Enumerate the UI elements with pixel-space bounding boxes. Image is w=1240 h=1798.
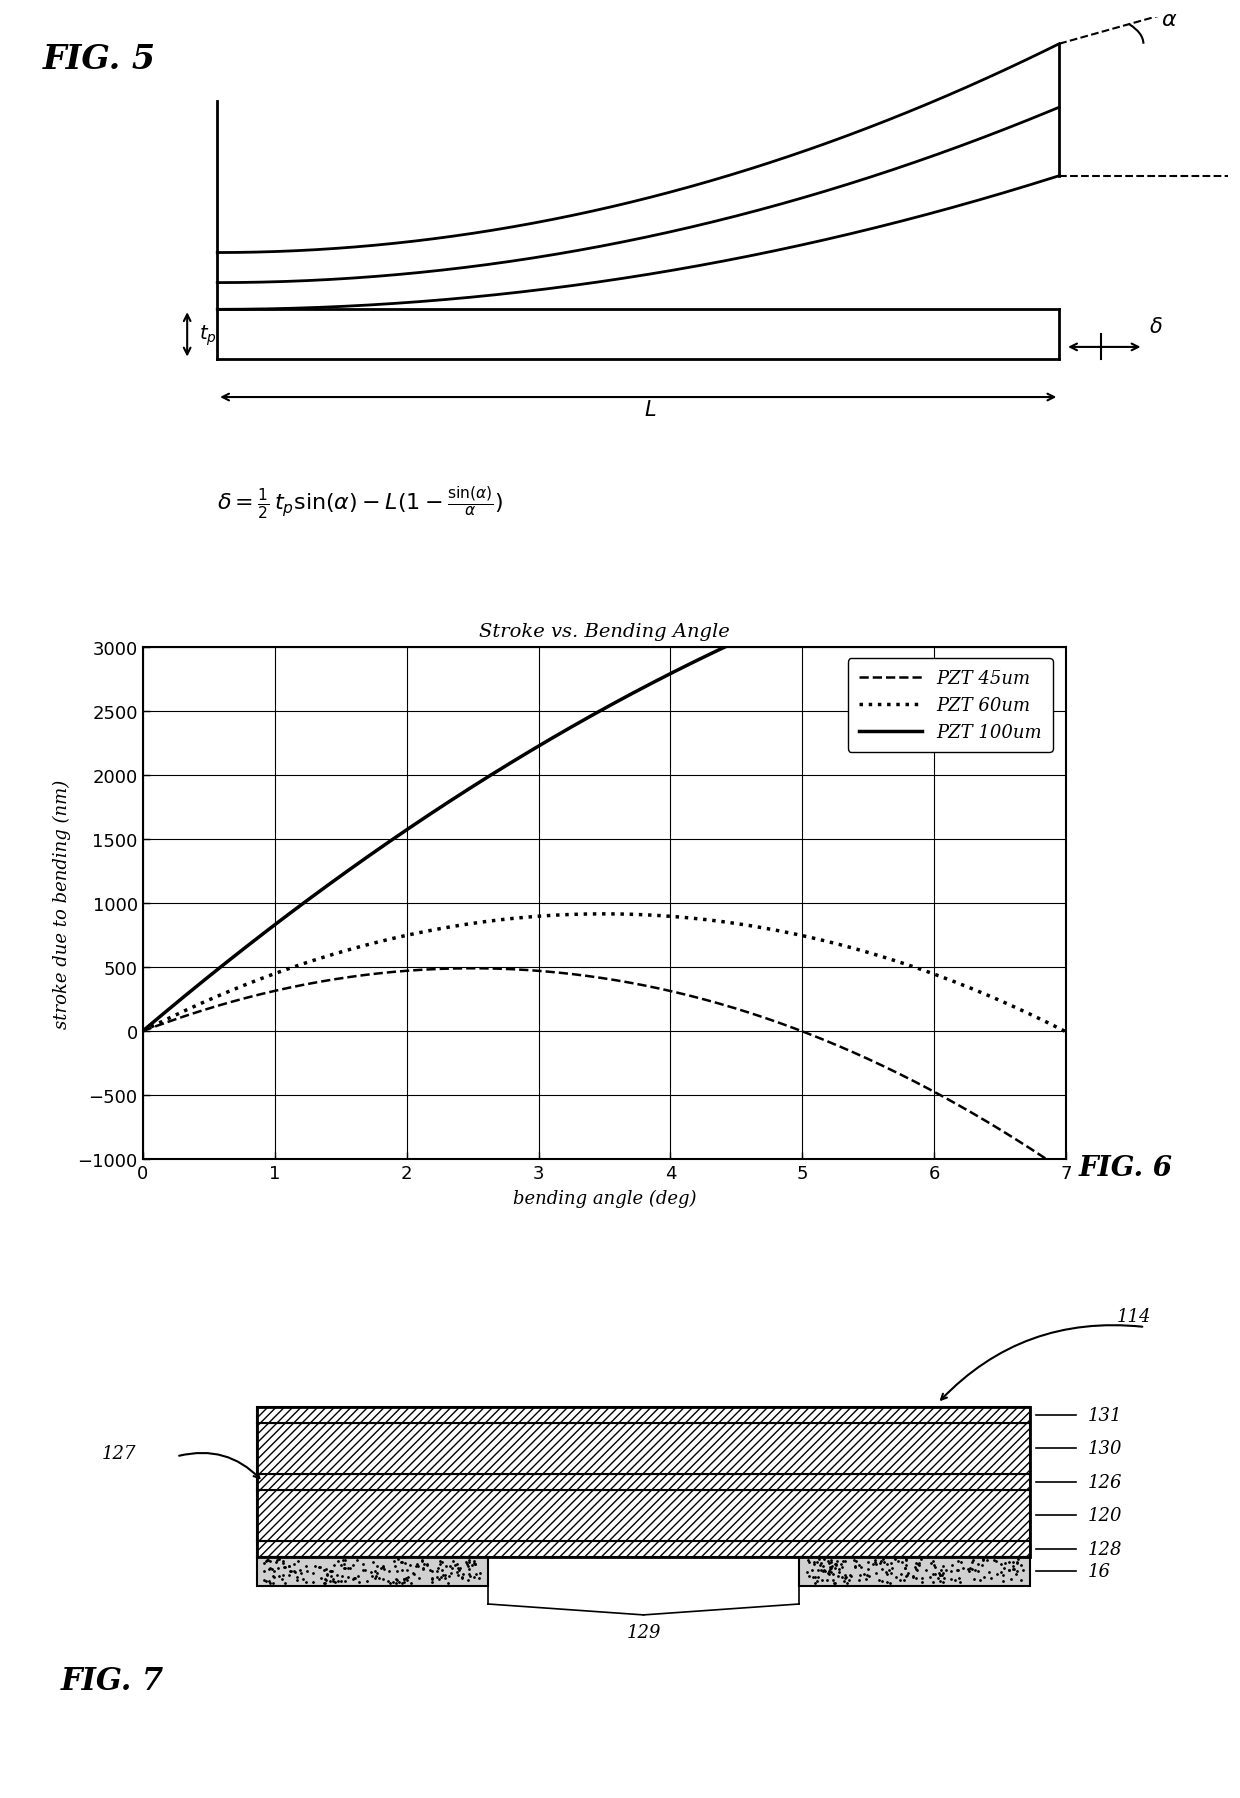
Bar <box>800 1557 1030 1586</box>
PZT 60um <box>135 1021 150 1043</box>
PZT 45um <box>582 966 596 987</box>
PZT 60um <box>637 904 652 926</box>
PZT 60um <box>579 904 594 926</box>
Text: FIG. 7: FIG. 7 <box>61 1665 165 1696</box>
PZT 60um <box>1059 1021 1074 1043</box>
PZT 100um <box>684 653 699 674</box>
PZT 60um <box>687 908 702 930</box>
PZT 60um <box>574 904 589 926</box>
Bar <box>257 1491 1030 1541</box>
Text: 131: 131 <box>1087 1406 1122 1424</box>
PZT 60um <box>596 904 611 926</box>
Line: PZT 60um: PZT 60um <box>143 915 1066 1032</box>
PZT 100um <box>1059 514 1074 536</box>
Bar <box>257 1408 1030 1424</box>
Text: 127: 127 <box>102 1444 136 1462</box>
PZT 45um <box>894 1064 909 1086</box>
PZT 100um <box>1037 520 1052 541</box>
Bar <box>257 1424 1030 1474</box>
Title: Stroke vs. Bending Angle: Stroke vs. Bending Angle <box>479 622 730 640</box>
Text: FIG. 6: FIG. 6 <box>1079 1154 1173 1181</box>
Bar <box>257 1408 1030 1557</box>
Line: PZT 100um: PZT 100um <box>143 525 1066 1032</box>
Text: 16: 16 <box>1087 1562 1111 1580</box>
Text: 120: 120 <box>1087 1507 1122 1525</box>
Text: FIG. 5: FIG. 5 <box>43 43 156 76</box>
Text: $\delta$: $\delta$ <box>1149 316 1163 336</box>
PZT 100um <box>135 1021 150 1043</box>
PZT 45um <box>1039 1149 1054 1170</box>
Text: 129: 129 <box>626 1624 661 1642</box>
PZT 60um <box>894 953 909 975</box>
Y-axis label: stroke due to bending (nm): stroke due to bending (nm) <box>52 779 71 1028</box>
Bar <box>257 1541 1030 1557</box>
Legend: PZT 45um, PZT 60um, PZT 100um: PZT 45um, PZT 60um, PZT 100um <box>848 658 1053 753</box>
PZT 100um <box>893 565 908 586</box>
PZT 100um <box>579 708 594 730</box>
Line: PZT 45um: PZT 45um <box>143 969 1066 1172</box>
PZT 45um <box>135 1021 150 1043</box>
PZT 45um <box>575 966 590 987</box>
PZT 100um <box>574 710 589 732</box>
Text: 128: 128 <box>1087 1539 1122 1557</box>
Text: $t_p$: $t_p$ <box>200 324 217 347</box>
Text: $\delta = \frac{1}{2}\, t_p \sin(\alpha )- L(1 - \frac{\sin(\alpha )}{\alpha })$: $\delta = \frac{1}{2}\, t_p \sin(\alpha … <box>217 485 503 521</box>
X-axis label: bending angle (deg): bending angle (deg) <box>513 1190 696 1208</box>
Bar <box>257 1474 1030 1491</box>
PZT 45um <box>1059 1162 1074 1183</box>
PZT 45um <box>637 975 652 996</box>
Text: $L$: $L$ <box>644 401 656 421</box>
PZT 45um <box>465 958 480 980</box>
Text: $\alpha$: $\alpha$ <box>1162 9 1178 31</box>
PZT 60um <box>1039 1012 1054 1034</box>
PZT 100um <box>635 678 650 699</box>
Text: 114: 114 <box>1116 1307 1151 1325</box>
PZT 45um <box>687 987 702 1009</box>
Bar <box>257 1557 487 1586</box>
Text: 130: 130 <box>1087 1440 1122 1458</box>
Text: 126: 126 <box>1087 1473 1122 1491</box>
